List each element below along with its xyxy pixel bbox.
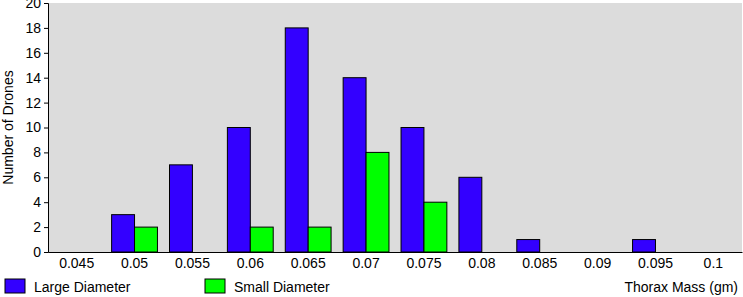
tick: 0.095 <box>638 252 673 271</box>
tick-label: 0.07 <box>352 255 379 271</box>
tick-label: 0.065 <box>291 255 326 271</box>
bar <box>575 252 598 253</box>
bar <box>250 227 273 252</box>
tick-label: 0.06 <box>237 255 264 271</box>
tick: 0.1 <box>704 252 724 271</box>
tick-mark <box>44 53 48 54</box>
bar <box>308 227 331 252</box>
tick-label: 0.08 <box>468 255 495 271</box>
tick: 0.065 <box>291 252 326 271</box>
tick: 4 <box>33 194 48 210</box>
tick-mark <box>44 202 48 203</box>
tick-label: 0.075 <box>406 255 441 271</box>
tick: 16 <box>25 45 48 61</box>
tick-label: 0.09 <box>584 255 611 271</box>
tick-label: 0.05 <box>121 255 148 271</box>
tick-label: 4 <box>33 194 41 210</box>
tick-mark <box>44 227 48 228</box>
tick: 18 <box>25 20 48 36</box>
bar <box>366 152 389 252</box>
bar <box>77 252 100 253</box>
bar <box>540 252 563 253</box>
bar <box>285 28 308 252</box>
tick: 8 <box>33 144 48 160</box>
legend-swatch <box>5 279 25 293</box>
tick: 0.055 <box>175 252 210 271</box>
tick-label: 0.085 <box>522 255 557 271</box>
bar <box>598 252 621 253</box>
tick-mark <box>44 177 48 178</box>
bar <box>54 252 77 253</box>
bar <box>401 128 424 253</box>
tick: 14 <box>25 70 48 86</box>
tick-label: 18 <box>25 20 41 36</box>
tick-mark <box>44 28 48 29</box>
tick-label: 2 <box>33 219 41 235</box>
legend-swatch <box>205 279 225 293</box>
axis-line <box>49 252 743 253</box>
tick-label: 0.1 <box>704 255 724 271</box>
tick: 12 <box>25 95 48 111</box>
tick: 0.075 <box>406 252 441 271</box>
tick-label: 0 <box>33 244 41 260</box>
tick: 2 <box>33 219 48 235</box>
legend: Large Diameter Small Diameter <box>5 279 330 295</box>
tick: 0.08 <box>468 252 495 271</box>
bar <box>690 252 713 253</box>
bar <box>459 177 482 252</box>
tick-mark <box>44 152 48 153</box>
bar <box>655 252 678 253</box>
axis-title: Thorax Mass (gm) <box>624 279 738 295</box>
bar <box>633 240 656 252</box>
bar <box>112 215 135 252</box>
bar <box>343 78 366 252</box>
tick: 6 <box>33 169 48 185</box>
plot-background <box>48 3 742 252</box>
bars <box>112 28 656 252</box>
tick: 0.085 <box>522 252 557 271</box>
tick-label: 6 <box>33 169 41 185</box>
tick: 0.05 <box>121 252 148 271</box>
tick: 0.09 <box>584 252 611 271</box>
tick-label: 0.055 <box>175 255 210 271</box>
tick-label: 16 <box>25 45 41 61</box>
bar <box>192 252 215 253</box>
tick-label: 0.095 <box>638 255 673 271</box>
tick-mark <box>44 252 48 253</box>
bar <box>227 128 250 253</box>
tick: 10 <box>25 119 48 135</box>
tick: 0.07 <box>352 252 379 271</box>
tick: 0 <box>33 244 48 260</box>
tick-label: 20 <box>25 0 41 11</box>
bar <box>517 240 540 252</box>
tick: 20 <box>25 0 48 11</box>
chart: 0 2 4 6 8 10 12 14 16 18 20 0.045 0.05 0.055 0.06 0.065… <box>0 0 743 297</box>
tick-mark <box>44 3 48 4</box>
tick-label: 0.045 <box>59 255 94 271</box>
tick-mark <box>44 128 48 129</box>
bar <box>482 252 505 253</box>
axis-title: Number of Drones <box>0 70 16 184</box>
legend-label: Large Diameter <box>34 279 131 295</box>
bar <box>424 202 447 252</box>
x-axis: 0.045 0.05 0.055 0.06 0.065 0.07 0.075 0.08 0.08… <box>49 252 743 271</box>
y-axis: 0 2 4 6 8 10 12 14 16 18 20 <box>25 0 48 260</box>
tick-label: 10 <box>25 119 41 135</box>
bar <box>170 165 193 252</box>
tick-label: 8 <box>33 144 41 160</box>
tick: 0.045 <box>59 252 94 271</box>
bar <box>713 252 736 253</box>
tick-mark <box>44 78 48 79</box>
tick-label: 14 <box>25 70 41 86</box>
tick-mark <box>44 103 48 104</box>
tick-label: 12 <box>25 95 41 111</box>
legend-label: Small Diameter <box>234 279 330 295</box>
tick: 0.06 <box>237 252 264 271</box>
axis-line <box>44 4 49 253</box>
bar <box>135 227 158 252</box>
